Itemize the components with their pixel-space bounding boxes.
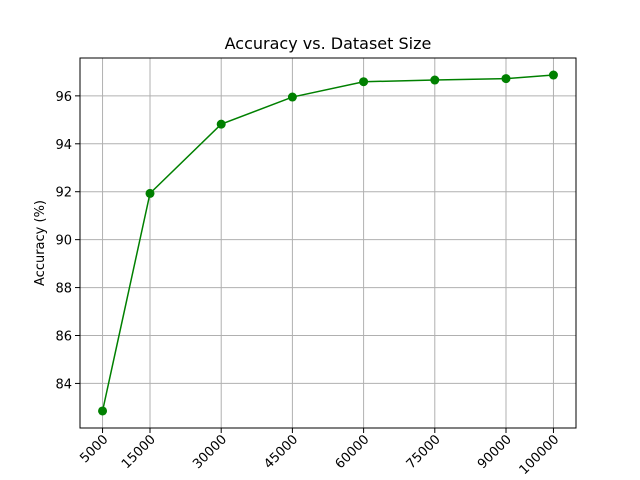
- data-point: [98, 406, 108, 416]
- y-tick-label: 86: [55, 330, 72, 345]
- data-point: [145, 188, 155, 198]
- grid: [80, 58, 576, 428]
- chart-title: Accuracy vs. Dataset Size: [225, 34, 432, 53]
- y-tick-label: 96: [55, 90, 72, 105]
- y-tick-label: 92: [55, 186, 72, 201]
- x-tick-label: 5000: [77, 432, 111, 466]
- x-tick-label: 45000: [261, 432, 301, 472]
- data-point: [501, 74, 511, 84]
- data-point: [430, 75, 440, 85]
- data-point: [216, 119, 226, 129]
- data-point: [287, 92, 297, 102]
- y-tick-label: 84: [55, 377, 72, 392]
- ticks: 5000 15000 30000 45000 60000 75000 90000 100000…: [55, 90, 562, 478]
- x-tick-label: 100000: [517, 432, 563, 478]
- x-tick-label: 15000: [119, 432, 159, 472]
- plot-frame: [79, 57, 577, 429]
- y-tick-label: 88: [55, 282, 72, 297]
- y-axis-label: Accuracy (%): [33, 200, 48, 286]
- data-point: [359, 77, 369, 87]
- x-tick-label: 90000: [475, 432, 515, 472]
- data-point: [548, 70, 558, 80]
- series-line: [101, 74, 554, 412]
- x-tick-label: 30000: [190, 432, 230, 472]
- x-tick-label: 75000: [404, 432, 444, 472]
- x-tick-label: 60000: [333, 432, 373, 472]
- y-tick-label: 94: [55, 138, 72, 153]
- plot-area: [98, 70, 558, 416]
- y-tick-label: 90: [55, 234, 72, 249]
